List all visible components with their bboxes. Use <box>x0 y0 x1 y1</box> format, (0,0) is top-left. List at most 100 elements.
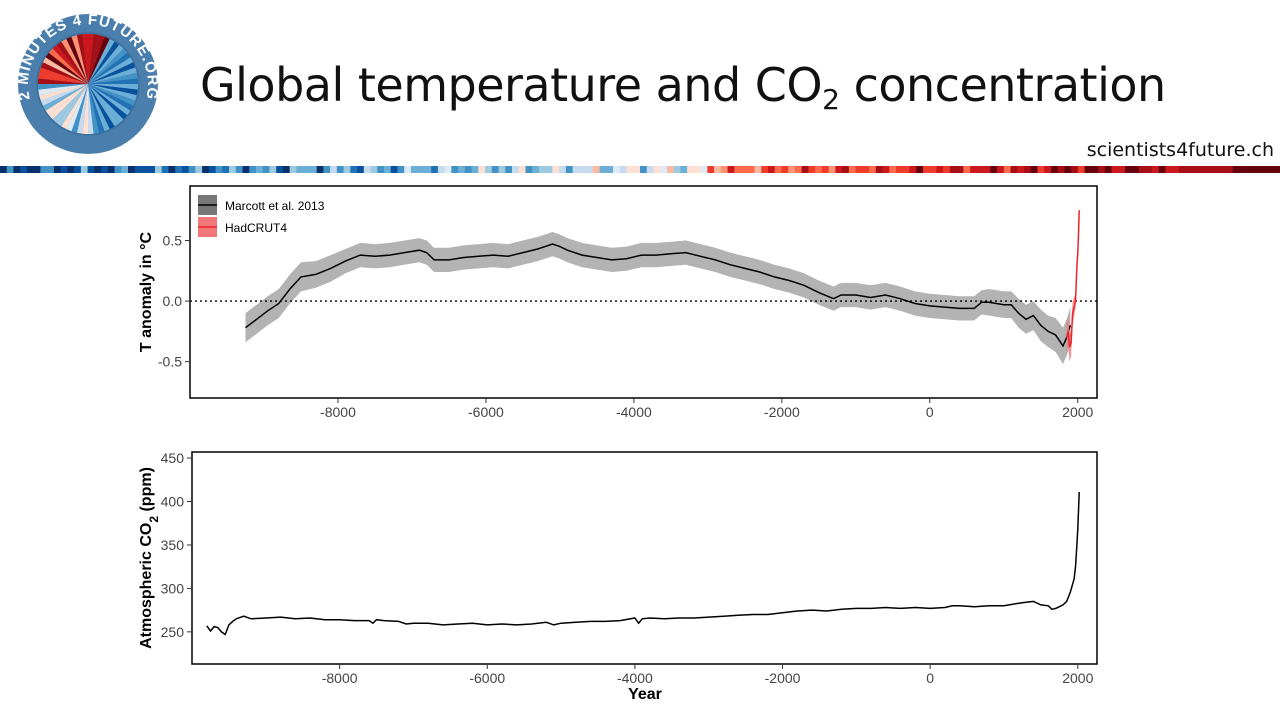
logo-wedge <box>56 41 88 84</box>
warming-stripe <box>397 166 405 173</box>
warming-stripe <box>1044 166 1052 173</box>
warming-stripe <box>505 166 513 173</box>
warming-stripe <box>1259 166 1268 173</box>
warming-stripe <box>262 166 271 173</box>
warming-stripe <box>1253 166 1261 173</box>
warming-stripe <box>1125 166 1133 173</box>
warming-stripe <box>20 166 28 173</box>
warming-stripe <box>336 166 345 173</box>
logo-wedge <box>45 52 88 84</box>
warming-stripe <box>963 166 971 173</box>
warming-stripe <box>1185 166 1194 173</box>
warming-stripe <box>431 166 439 173</box>
warming-stripe <box>714 166 722 173</box>
warming-stripe <box>889 166 897 173</box>
co2-y-tick-label: 350 <box>161 537 185 553</box>
logo-wedge <box>88 33 94 84</box>
warming-stripe <box>693 166 702 173</box>
warming-stripe <box>794 166 803 173</box>
logo-wedge <box>88 52 131 84</box>
warming-stripe <box>417 166 426 173</box>
warming-stripe <box>599 166 607 173</box>
warming-stripe <box>161 166 170 173</box>
warming-stripe <box>538 166 547 173</box>
warming-stripe <box>909 166 917 173</box>
warming-stripe <box>168 166 176 173</box>
logo-wedge <box>88 84 134 111</box>
warming-stripe <box>235 166 244 173</box>
logo-wedge <box>40 84 88 106</box>
co2-y-tick-label: 250 <box>161 624 185 640</box>
logo-wedge <box>61 38 88 84</box>
warming-stripe <box>1050 166 1059 173</box>
warming-stripe <box>720 166 729 173</box>
warming-stripe <box>990 166 998 173</box>
warming-stripe <box>943 166 951 173</box>
warming-stripe <box>936 166 944 173</box>
logo-wedge <box>38 84 88 96</box>
warming-stripe <box>592 166 601 173</box>
co2-plot-frame <box>191 451 1098 665</box>
warming-stripe <box>1178 166 1187 173</box>
warming-stripe <box>1003 166 1012 173</box>
marcott-band-area <box>245 232 1071 365</box>
logo-wedge <box>37 78 88 84</box>
warming-stripe <box>687 166 695 173</box>
temperature-x-axis: -8000 -6000 -4000 -2000 0 2000 <box>320 398 1094 420</box>
warming-stripe <box>1131 166 1140 173</box>
warming-stripe <box>404 166 412 173</box>
warming-stripe <box>666 166 675 173</box>
marcott-line <box>245 243 1072 348</box>
warming-stripe <box>922 166 931 173</box>
warming-stripe <box>855 166 863 173</box>
logo-wedge <box>88 84 110 132</box>
logo-wedge <box>76 84 88 134</box>
warming-stripe <box>653 166 661 173</box>
warming-stripe <box>700 166 708 173</box>
warming-stripe <box>983 166 991 173</box>
warming-stripe <box>188 166 196 173</box>
warming-stripe <box>1118 166 1126 173</box>
co2-x-tick-label: -8000 <box>322 670 358 686</box>
site-url: scientists4future.ch <box>1086 139 1274 161</box>
warming-stripe <box>121 166 129 173</box>
logo-wedge <box>88 84 115 130</box>
warming-stripe <box>613 166 621 173</box>
warming-stripe <box>1091 166 1099 173</box>
warming-stripe <box>451 166 459 173</box>
warming-stripe <box>673 166 682 173</box>
warming-stripe <box>444 166 452 173</box>
warming-stripe <box>74 166 82 173</box>
logo-wedge <box>88 84 137 101</box>
logo-wedge <box>48 48 88 84</box>
co2-y-tick-label: 300 <box>161 580 185 596</box>
warming-stripe <box>1199 166 1207 173</box>
warming-stripe <box>303 166 311 173</box>
warming-stripe <box>1219 166 1227 173</box>
legend-label-hadcrut: HadCRUT4 <box>225 221 287 235</box>
logo-wedge <box>71 84 88 133</box>
warming-stripe <box>774 166 783 173</box>
temperature-x-tick-label: -8000 <box>320 404 356 420</box>
warming-stripe <box>525 166 533 173</box>
co2-y-tick-label: 450 <box>161 450 185 466</box>
warming-stripe <box>1152 166 1160 173</box>
logo-wedge <box>88 36 110 84</box>
logo-wedge <box>88 84 139 90</box>
warming-stripe <box>875 166 884 173</box>
co2-x-tick-label: -4000 <box>617 670 653 686</box>
warming-stripe <box>815 166 823 173</box>
warming-stripe <box>1057 166 1066 173</box>
temperature-x-tick-label: 2000 <box>1062 404 1093 420</box>
logo-wedge <box>71 35 88 84</box>
warming-stripe <box>363 166 372 173</box>
warming-stripe <box>6 166 15 173</box>
warming-stripe <box>101 166 109 173</box>
warming-stripe <box>249 166 257 173</box>
warming-stripe <box>498 166 506 173</box>
warming-stripe <box>437 166 446 173</box>
warming-stripe <box>1030 166 1039 173</box>
warming-stripe <box>330 166 338 173</box>
warming-stripe <box>1266 166 1274 173</box>
logo-wedge <box>45 84 88 116</box>
